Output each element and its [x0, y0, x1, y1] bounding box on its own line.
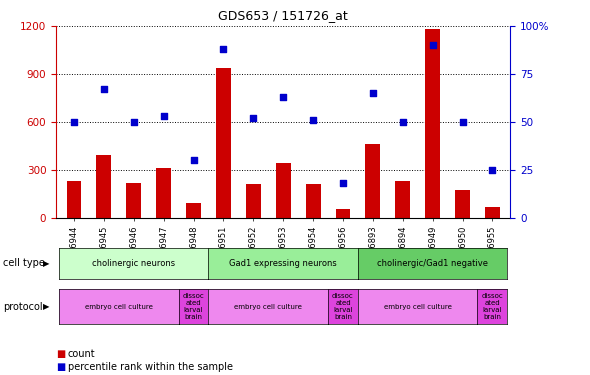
Bar [455, 190, 470, 217]
Bar [425, 28, 440, 218]
Text: embryo cell culture: embryo cell culture [234, 304, 302, 310]
Bar [276, 164, 291, 218]
Bar [336, 209, 350, 218]
Bar [485, 207, 500, 218]
Text: embryo cell culture: embryo cell culture [384, 304, 451, 310]
Text: cholinergic/Gad1 negative: cholinergic/Gad1 negative [377, 259, 488, 268]
Point [219, 46, 228, 52]
Bar [186, 203, 201, 217]
Point [278, 94, 288, 100]
Point [428, 42, 437, 48]
Text: percentile rank within the sample: percentile rank within the sample [68, 362, 233, 372]
Text: dissoc
ated
larval
brain: dissoc ated larval brain [481, 293, 503, 320]
Bar [96, 155, 112, 218]
Bar [306, 184, 320, 218]
Point [159, 113, 168, 119]
Point [338, 180, 348, 186]
Text: embryo cell culture: embryo cell culture [85, 304, 153, 310]
Text: count: count [68, 350, 96, 359]
Bar [156, 168, 171, 217]
Point [189, 157, 198, 163]
Text: ■: ■ [56, 350, 65, 359]
Text: ▶: ▶ [42, 302, 50, 311]
Text: ■: ■ [56, 362, 65, 372]
Point [368, 90, 378, 96]
Point [69, 119, 78, 125]
Point [99, 86, 109, 92]
Point [398, 119, 408, 125]
Text: GDS653 / 151726_at: GDS653 / 151726_at [218, 9, 348, 22]
Text: Gad1 expressing neurons: Gad1 expressing neurons [230, 259, 337, 268]
Point [248, 115, 258, 121]
Point [488, 166, 497, 172]
Bar [67, 181, 81, 218]
Text: dissoc
ated
larval
brain: dissoc ated larval brain [183, 293, 204, 320]
Text: protocol: protocol [3, 302, 42, 312]
Bar [216, 68, 231, 218]
Text: dissoc
ated
larval
brain: dissoc ated larval brain [332, 293, 354, 320]
Text: ▶: ▶ [42, 259, 50, 268]
Point [309, 117, 318, 123]
Bar [126, 183, 141, 218]
Bar [395, 181, 410, 218]
Text: cholinergic neurons: cholinergic neurons [92, 259, 175, 268]
Bar [365, 144, 381, 218]
Point [458, 119, 467, 125]
Text: cell type: cell type [3, 258, 45, 268]
Bar [246, 184, 261, 218]
Point [129, 119, 139, 125]
